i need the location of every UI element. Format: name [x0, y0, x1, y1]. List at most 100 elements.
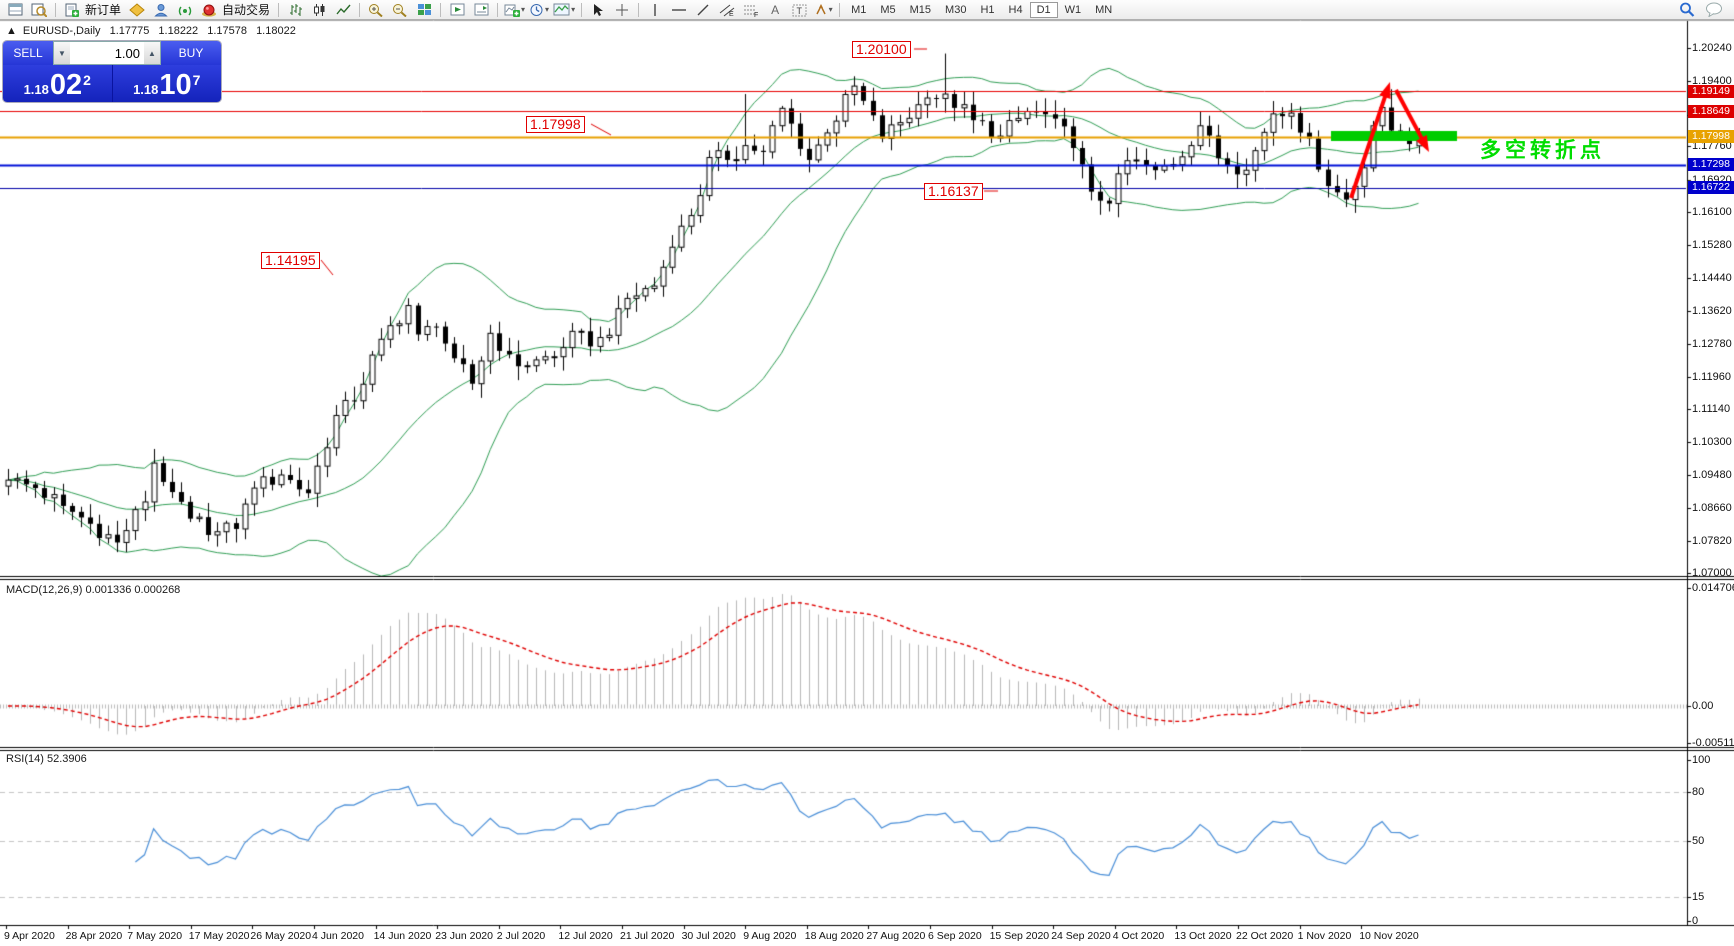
- date-axis-label: 28 Apr 2020: [65, 930, 123, 942]
- new-order-icon[interactable]: [60, 1, 84, 19]
- date-axis-label: 14 Jun 2020: [373, 930, 432, 942]
- arrows-tool-icon[interactable]: ▾: [811, 1, 835, 19]
- date-axis-label: 18 Aug 2020: [804, 930, 864, 942]
- price-axis-tick: 1.16100: [1692, 206, 1732, 219]
- signal-icon[interactable]: [173, 1, 197, 19]
- price-axis-tick: 1.07820: [1692, 534, 1732, 547]
- buy-price-display[interactable]: 1.18 10 7: [112, 65, 221, 102]
- crosshair-icon[interactable]: [610, 1, 634, 19]
- chat-icon[interactable]: [1705, 2, 1723, 17]
- toolbar-separator: [638, 2, 640, 17]
- timeframe-m1[interactable]: M1: [851, 3, 867, 16]
- price-level-badge: 1.19149: [1688, 84, 1734, 98]
- terminal-icon[interactable]: [3, 1, 27, 19]
- price-axis-tick: 1.09480: [1692, 468, 1732, 481]
- metaeditor-icon[interactable]: [125, 1, 149, 19]
- price-level-badge: 1.18649: [1688, 104, 1734, 118]
- price-axis-tick: 1.19400: [1692, 75, 1732, 88]
- templates-icon[interactable]: ▾: [551, 1, 577, 19]
- dropdown-caret: ▾: [828, 5, 833, 14]
- macd-values: 0.001336 0.000268: [85, 584, 181, 596]
- timeframe-m5[interactable]: M5: [880, 3, 896, 16]
- rsi-axis-tick: 100: [1692, 754, 1711, 766]
- date-axis-label: 4 Oct 2020: [1112, 930, 1165, 942]
- turning-point-annotation[interactable]: 多空转折点: [1480, 139, 1605, 162]
- candlestick-type-icon[interactable]: [307, 1, 331, 19]
- price-axis-tick: 1.15280: [1692, 238, 1732, 251]
- symbol-title: EURUSD-,Daily: [22, 25, 101, 37]
- period-clock-icon[interactable]: ▾: [527, 1, 551, 19]
- date-axis-label: 9 Aug 2020: [743, 930, 797, 942]
- price-axis-tick: 1.20240: [1692, 42, 1732, 54]
- price-callout[interactable]: 1.14195: [261, 252, 320, 269]
- cursor-pointer-icon[interactable]: [586, 1, 610, 19]
- add-indicator-icon[interactable]: ▾: [502, 1, 527, 19]
- market-watch-icon[interactable]: [27, 1, 51, 19]
- text-label-tool-icon[interactable]: T: [787, 1, 811, 19]
- buy-price-prefix: 1.18: [133, 82, 159, 97]
- timeframe-mn[interactable]: MN: [1095, 3, 1113, 16]
- auto-trading-label[interactable]: 自动交易: [222, 3, 271, 17]
- rsi-name: RSI(14): [6, 753, 44, 765]
- date-axis-label: 7 May 2020: [127, 930, 183, 942]
- rsi-label: RSI(14) 52.3906: [6, 753, 87, 765]
- buy-button[interactable]: BUY: [161, 41, 221, 65]
- expert-advisor-icon[interactable]: [149, 1, 173, 19]
- price-axis-tick: 1.10300: [1692, 436, 1732, 449]
- date-axis-label: 26 May 2020: [250, 930, 312, 942]
- zoom-out-icon[interactable]: [388, 1, 412, 19]
- collapse-arrow-icon[interactable]: ▲: [6, 25, 17, 37]
- sell-price-main: 02: [49, 69, 83, 101]
- bar-chart-type-icon[interactable]: [283, 1, 307, 19]
- price-axis-tick: 1.07000: [1692, 567, 1732, 580]
- volume-input[interactable]: [70, 42, 144, 64]
- timeframe-m15[interactable]: M15: [909, 3, 932, 16]
- auto-scroll-icon[interactable]: [445, 1, 469, 19]
- toolbar: 新订单 自动交易 ▾ ▾ ▾ E F A T ▾ M1 M5 M: [0, 0, 1734, 20]
- macd-axis-tick: 0.00: [1692, 700, 1714, 712]
- timeframe-m30[interactable]: M30: [945, 3, 967, 16]
- dropdown-caret: ▾: [545, 5, 550, 14]
- dropdown-caret: ▾: [521, 5, 526, 14]
- toolbar-separator: [278, 2, 280, 17]
- line-chart-type-icon[interactable]: [331, 1, 355, 19]
- macd-axis-tick: -0.005113: [1692, 737, 1734, 749]
- sell-button[interactable]: SELL: [3, 41, 53, 65]
- fibonacci-tool-icon[interactable]: F: [739, 1, 763, 19]
- macd-name: MACD(12,26,9): [6, 584, 83, 596]
- toolbar-separator: [55, 2, 56, 17]
- chart-shift-icon[interactable]: [469, 1, 493, 19]
- text-tool-icon[interactable]: A: [771, 2, 780, 17]
- sell-price-display[interactable]: 1.18 02 2: [3, 65, 113, 102]
- volume-up-button[interactable]: ▲: [144, 42, 160, 64]
- price-level-badge: 1.17998: [1688, 130, 1734, 144]
- date-axis-label: 22 Oct 2020: [1236, 930, 1294, 942]
- date-axis-label: 24 Sep 2020: [1051, 930, 1111, 942]
- horizontal-line-tool-icon[interactable]: [667, 1, 691, 19]
- ohlc-close: 1.18022: [256, 25, 296, 37]
- zoom-in-icon[interactable]: [364, 1, 388, 19]
- date-axis-label: 6 Sep 2020: [928, 930, 982, 942]
- price-callout[interactable]: 1.17998: [526, 116, 585, 133]
- auto-trading-icon[interactable]: [197, 1, 221, 19]
- timeframe-h1[interactable]: H1: [980, 3, 995, 16]
- timeframe-d1[interactable]: D1: [1029, 1, 1058, 18]
- volume-down-button[interactable]: ▼: [54, 42, 70, 64]
- vertical-line-tool-icon[interactable]: [643, 1, 667, 19]
- search-icon[interactable]: [1679, 2, 1695, 17]
- timeframe-h4[interactable]: H4: [1008, 3, 1023, 16]
- ohlc-open: 1.17775: [109, 25, 150, 37]
- macd-label: MACD(12,26,9) 0.001336 0.000268: [6, 584, 180, 596]
- rsi-value: 52.3906: [46, 753, 87, 765]
- price-callout[interactable]: 1.20100: [852, 41, 911, 58]
- date-axis-label: 10 Nov 2020: [1359, 930, 1419, 942]
- new-order-label[interactable]: 新订单: [85, 3, 122, 17]
- timeframe-w1[interactable]: W1: [1064, 3, 1082, 16]
- channel-tool-icon[interactable]: E: [715, 1, 739, 19]
- trendline-tool-icon[interactable]: [691, 1, 715, 19]
- price-callout[interactable]: 1.16137: [924, 183, 983, 200]
- tile-windows-icon[interactable]: [412, 1, 436, 19]
- rsi-axis-tick: 50: [1692, 834, 1705, 847]
